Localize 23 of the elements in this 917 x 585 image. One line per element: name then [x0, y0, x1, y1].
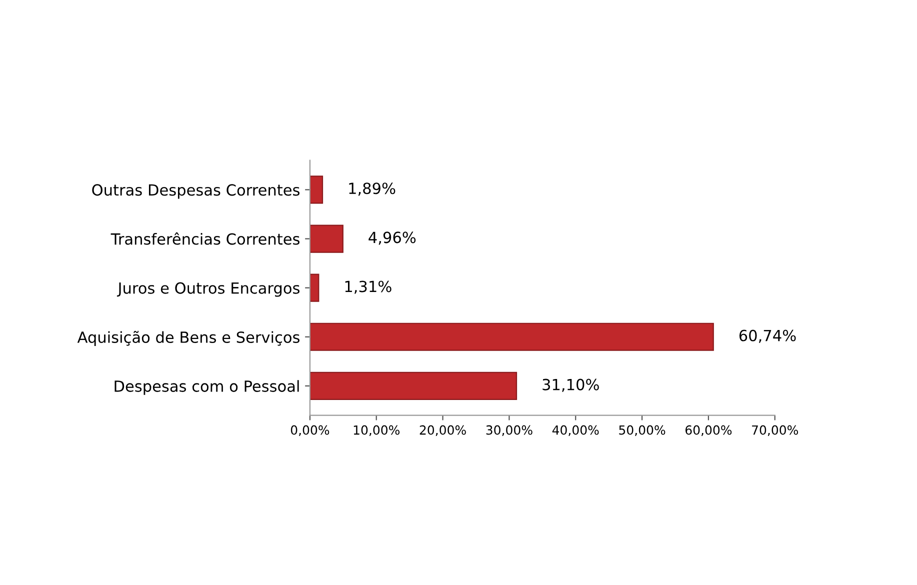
- y-tick-label: Transferências Correntes: [110, 232, 300, 245]
- bar: [310, 372, 518, 400]
- y-tick-label: Aquisição de Bens e Serviços: [77, 330, 300, 346]
- bar: [310, 274, 320, 302]
- data-label: 1,31%: [345, 280, 392, 294]
- x-tick-label: 20,00%: [420, 425, 466, 436]
- bar: [310, 322, 714, 351]
- x-tick-label: 70,00%: [752, 425, 798, 436]
- y-tick-label: Outras Despesas Correntes: [92, 184, 300, 199]
- x-tick-label: 50,00%: [619, 425, 666, 436]
- bar: [310, 176, 324, 204]
- data-label: 60,74%: [739, 330, 796, 343]
- x-tick-label: 60,00%: [685, 425, 732, 436]
- y-tick-label: Despesas com o Pessoal: [114, 380, 299, 395]
- data-label: 4,96%: [368, 232, 416, 245]
- x-tick-label: 10,00%: [354, 425, 400, 436]
- x-tick-label: 30,00%: [486, 425, 532, 436]
- data-label: 31,10%: [542, 378, 599, 392]
- data-label: 1,89%: [349, 182, 396, 196]
- x-tick-label: 0,00%: [290, 425, 330, 436]
- y-tick-label: Juros e Outros Encargos: [116, 282, 300, 297]
- x-tick-label: 40,00%: [552, 425, 599, 436]
- bar: [310, 224, 344, 253]
